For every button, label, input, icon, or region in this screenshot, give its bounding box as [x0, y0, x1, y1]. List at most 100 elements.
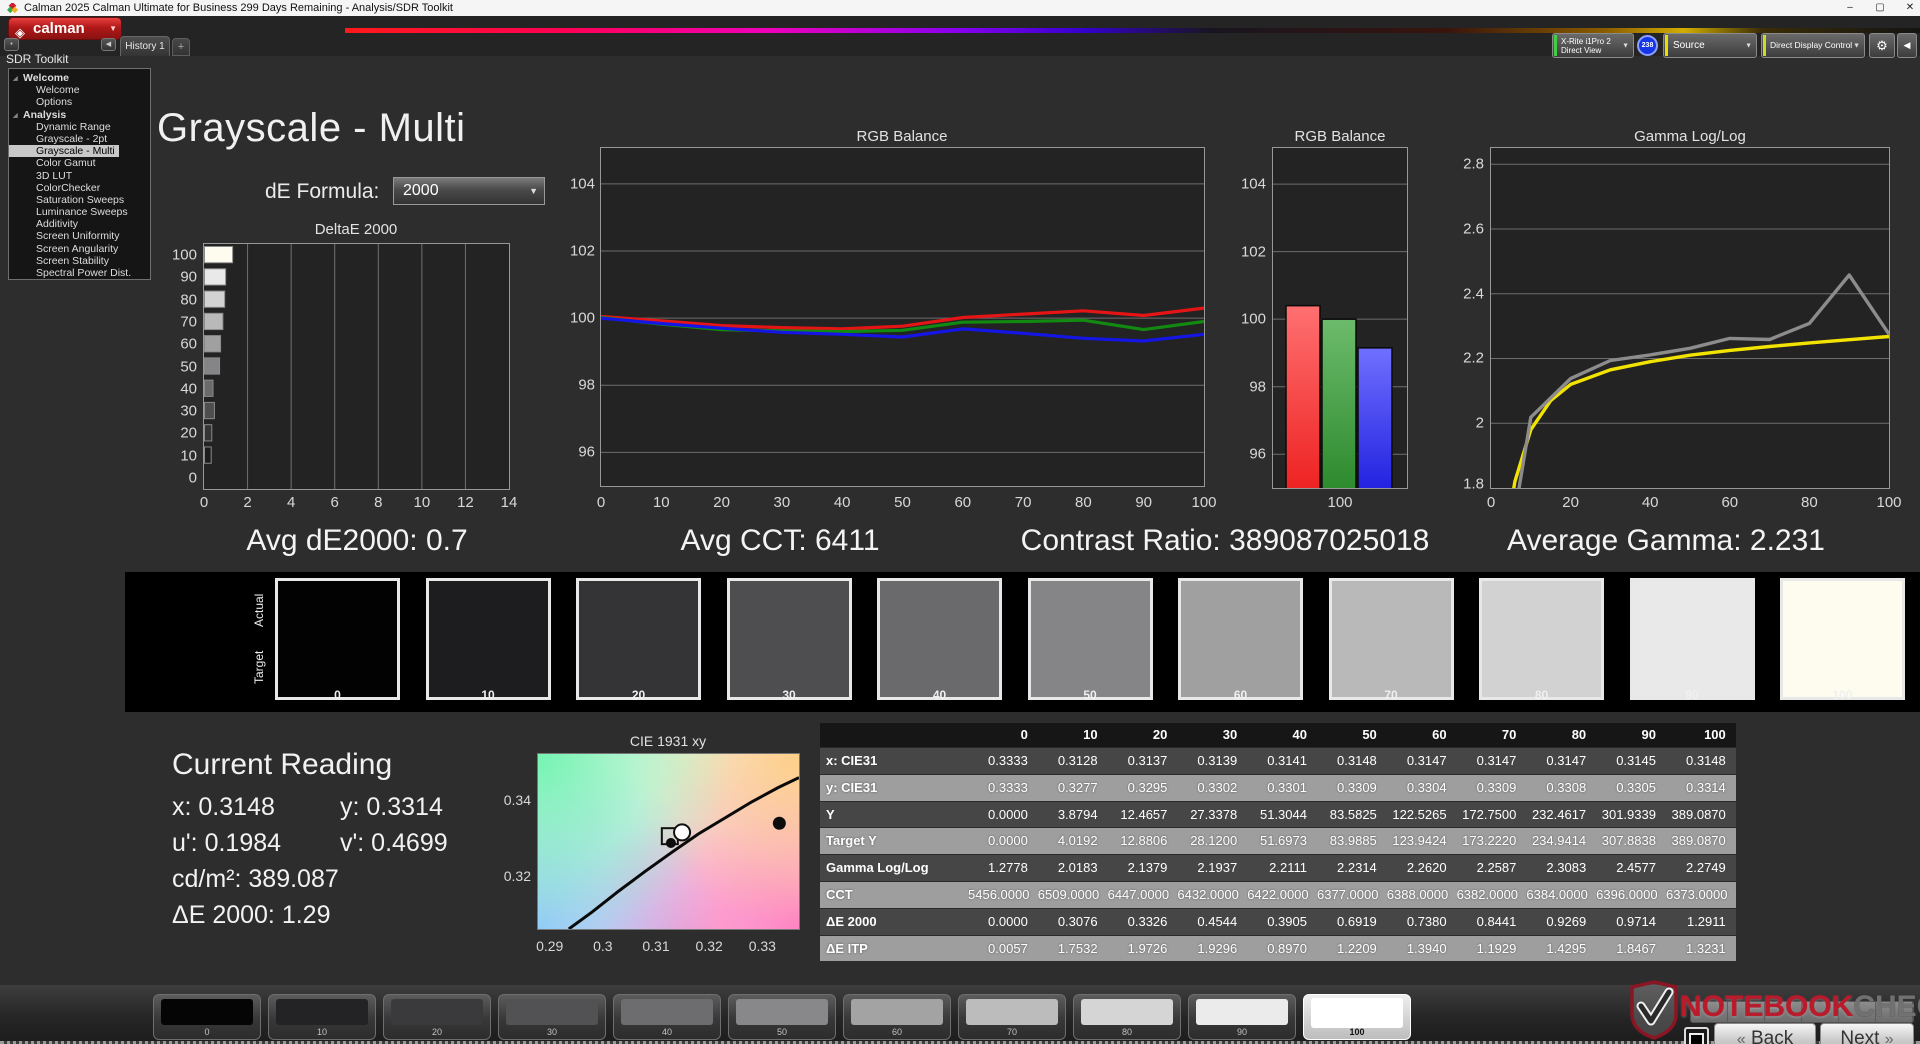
table-cell: 123.9424 [1392, 833, 1447, 849]
sidebar-item-options[interactable]: Options [36, 96, 73, 109]
grayscale-swatch-60 [1178, 578, 1303, 700]
next-button[interactable]: Next » [1820, 1023, 1914, 1044]
table-cell: 232.4617 [1531, 806, 1587, 822]
pattern-swatch-button-60[interactable]: 60 [843, 994, 951, 1040]
rgb-bar-chart-plot [1272, 147, 1408, 489]
reading-de2000: ΔE 2000: 1.29 [172, 901, 331, 929]
minimize-button[interactable]: – [1847, 2, 1853, 13]
table-row-label: ΔE 2000 [826, 913, 877, 929]
rgbline-ytick: 96 [578, 443, 595, 461]
cie-xtick: 0.33 [748, 938, 776, 954]
ddc-label: Direct Display Control [1770, 40, 1853, 50]
sidebar-item-screen-stability[interactable]: Screen Stability [36, 254, 109, 267]
table-cell: 83.5825 [1329, 806, 1377, 822]
titlebar: Calman 2025 Calman Ultimate for Business… [0, 0, 1920, 16]
sidebar-item-additivity[interactable]: Additivity [36, 218, 79, 231]
sidebar-item-luminance-sweeps[interactable]: Luminance Sweeps [36, 206, 128, 219]
table-cell: 27.3378 [1190, 806, 1238, 822]
table-col-header: 40 [1292, 727, 1307, 742]
sidebar-item-grayscale-2pt[interactable]: Grayscale - 2pt [36, 132, 108, 145]
sidebar-item-screen-uniformity[interactable]: Screen Uniformity [36, 230, 120, 243]
gear-icon[interactable]: ⚙ [1869, 33, 1895, 58]
table-cell: 1.2911 [1686, 913, 1726, 929]
sidebar-group-welcome[interactable]: ◢ Welcome [13, 72, 69, 84]
meter-count-badge[interactable]: 238 [1637, 35, 1658, 56]
deltae-xtick: 12 [457, 494, 474, 511]
pattern-swatch-color [1081, 999, 1173, 1025]
source-dropdown[interactable]: Source ▼ [1663, 33, 1757, 58]
panel-dot-button[interactable]: • [4, 38, 19, 51]
table-cell: 0.6919 [1337, 913, 1377, 929]
gamma-xtick: 20 [1562, 494, 1579, 511]
chart-canvas [204, 244, 466, 489]
window-title: Calman 2025 Calman Ultimate for Business… [24, 2, 453, 14]
cie-ytick: 0.34 [503, 791, 531, 808]
table-cell: 0.3308 [1546, 779, 1587, 795]
table-cell: 6382.0000 [1456, 886, 1519, 902]
table-cell: 1.3940 [1406, 940, 1447, 956]
rgbline-ytick: 104 [569, 175, 595, 193]
meter-dropdown[interactable]: X-Rite i1Pro 2 Direct View ▼ [1552, 33, 1634, 58]
table-cell: 0.3304 [1406, 779, 1447, 795]
sidebar-item-saturation-sweeps[interactable]: Saturation Sweeps [36, 193, 125, 206]
table-cell: 12.8806 [1120, 833, 1168, 849]
pattern-swatch-button-70[interactable]: 70 [958, 994, 1066, 1040]
close-button[interactable]: ✕ [1905, 2, 1915, 13]
pattern-swatch-button-10[interactable]: 10 [268, 994, 376, 1040]
back-button[interactable]: « Back [1714, 1023, 1816, 1044]
pattern-swatch-button-90[interactable]: 90 [1188, 994, 1296, 1040]
sidebar-item-grayscale-multi[interactable]: Grayscale - Multi [9, 145, 119, 158]
pattern-swatch-label: 60 [891, 1027, 902, 1037]
pattern-swatch-button-100[interactable]: 100 [1303, 994, 1411, 1040]
deltae-ytick: 20 [180, 424, 197, 442]
sidebar-item-welcome[interactable]: Welcome [36, 84, 80, 97]
tab-history-1[interactable]: History 1 [120, 36, 170, 56]
pattern-swatch-button-40[interactable]: 40 [613, 994, 721, 1040]
stop-pattern-button[interactable] [1684, 1027, 1709, 1044]
direct-display-control-dropdown[interactable]: Direct Display Control ▼ [1761, 33, 1865, 58]
sidebar-item-colorchecker[interactable]: ColorChecker [36, 181, 101, 194]
pattern-swatch-color [276, 999, 368, 1025]
swatch-label: 90 [1685, 688, 1699, 702]
table-row: ΔE 2000 0.0000 0.3076 0.3326 0.4544 0.3905 0.6… [820, 907, 1736, 935]
sidebar-item-color-gamut[interactable]: Color Gamut [36, 157, 96, 170]
table-cell: 173.2220 [1462, 833, 1517, 849]
rgb-bar-chart-title: RGB Balance [1294, 128, 1386, 145]
rgbline-xtick: 80 [1075, 494, 1092, 511]
pattern-swatch-button-0[interactable]: 0 [153, 994, 261, 1040]
pattern-swatch-button-80[interactable]: 80 [1073, 994, 1181, 1040]
table-row: Gamma Log/Log 1.2778 2.0183 2.1379 2.1937 2.2… [820, 854, 1736, 881]
deltae-ytick: 50 [180, 358, 197, 375]
panel-collapse-button[interactable]: ◀ [101, 38, 116, 51]
table-cell: 389.0870 [1671, 833, 1726, 849]
table-row: CCT 5456.0000 6509.0000 6447.0000 6432.0000 6… [820, 880, 1736, 908]
table-cell: 0.0000 [988, 833, 1028, 849]
sidebar-item-3d-lut[interactable]: 3D LUT [36, 169, 73, 182]
pattern-swatch-button-30[interactable]: 30 [498, 994, 606, 1040]
sidebar-item-dynamic-range[interactable]: Dynamic Range [36, 120, 111, 133]
sidebar-item-screen-angularity[interactable]: Screen Angularity [36, 242, 119, 255]
collapse-right-panel-button[interactable]: ◀ [1897, 33, 1917, 58]
table-row: Y 0.0000 3.8794 12.4657 27.3378 51.3044 83.582… [820, 800, 1736, 828]
add-tab-button[interactable]: + [172, 38, 190, 56]
pattern-swatch-label: 50 [776, 1027, 787, 1037]
table-cell: 5456.0000 [968, 886, 1030, 902]
maximize-button[interactable]: ▢ [1875, 2, 1885, 13]
table-cell: 6447.0000 [1107, 886, 1170, 902]
sidebar-item-spectral-power-dist-[interactable]: Spectral Power Dist. [36, 267, 132, 279]
pattern-swatch-button-50[interactable]: 50 [728, 994, 836, 1040]
chart-canvas [1491, 163, 1889, 488]
table-cell: 6396.0000 [1596, 886, 1658, 902]
table-cell: 12.4657 [1120, 806, 1168, 822]
table-cell: 83.9885 [1329, 833, 1377, 849]
rgb-line-chart-title: RGB Balance [856, 128, 948, 145]
meter-status-bar [1554, 35, 1557, 56]
calman-menu-button[interactable]: ◈ calman ▼ [8, 17, 122, 40]
de-formula-select[interactable]: 2000 ▼ [393, 177, 545, 205]
sidebar-group-analysis[interactable]: ◢ Analysis [13, 108, 67, 121]
table-col-header: 10 [1083, 727, 1098, 742]
pattern-swatch-button-20[interactable]: 20 [383, 994, 491, 1040]
pattern-controls-strip[interactable] [1690, 1001, 1914, 1023]
table-cell: 1.1929 [1476, 940, 1517, 956]
table-cell: 51.6973 [1259, 833, 1307, 849]
